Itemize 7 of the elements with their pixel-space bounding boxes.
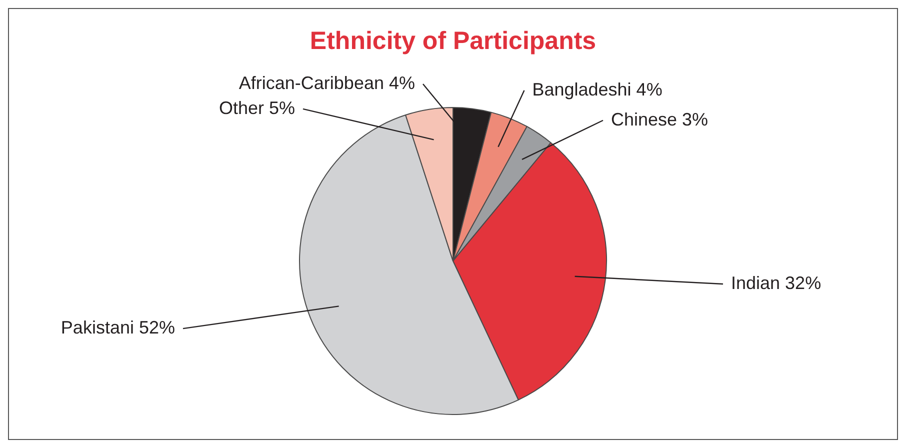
- chart-title: Ethnicity of Participants: [310, 26, 596, 55]
- slice-label: Indian 32%: [731, 272, 822, 293]
- slice-label: Chinese 3%: [611, 109, 708, 130]
- slice-label: Other 5%: [218, 98, 295, 118]
- slice-label: Bangladeshi 4%: [532, 79, 662, 100]
- slice-label: Pakistani 52%: [60, 318, 175, 338]
- slice-label: African-Caribbean 4%: [238, 72, 415, 93]
